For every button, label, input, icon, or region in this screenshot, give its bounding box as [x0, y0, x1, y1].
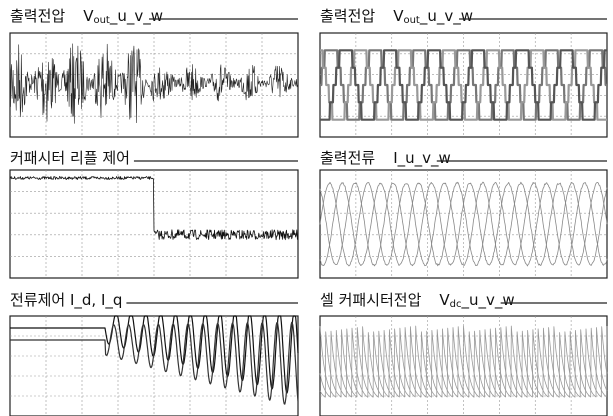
panel-label: 전류제어 I_d, I_q [10, 291, 122, 310]
panel-label: 출력전류 [320, 149, 375, 167]
signal-subscript: out [93, 15, 109, 26]
panel-label: 출력전압 [10, 7, 65, 25]
signal-subscript: dc [450, 299, 462, 310]
panel-label: 출력전압 [320, 7, 375, 25]
panel-label: 셀 커패시터전압 [320, 291, 422, 309]
signal-suffix: _u_v_w [109, 7, 163, 26]
signal-suffix: _u_v_w [461, 291, 515, 310]
panel-title: 출력전류 I_u_v_w [320, 149, 451, 168]
signal-name: I_u_v_w [393, 149, 451, 168]
scope-panel: 커패시터 리플 제어 [10, 149, 298, 279]
panel-label: 커패시터 리플 제어 [10, 149, 130, 167]
signal-suffix: _u_v_w [419, 7, 473, 26]
scope-panel: 출력전류 I_u_v_w [320, 149, 607, 279]
panel-title: 커패시터 리플 제어 [10, 149, 130, 167]
panel-title: 전류제어 I_d, I_q [10, 291, 122, 310]
signal-subscript: out [403, 15, 419, 26]
scope-panel: 전류제어 I_d, I_q [10, 291, 298, 416]
scope-figure: 출력전압Vout_u_v_w 출력전압Vout_u_v_w 커패시터 리플 제어 출력… [0, 0, 613, 416]
